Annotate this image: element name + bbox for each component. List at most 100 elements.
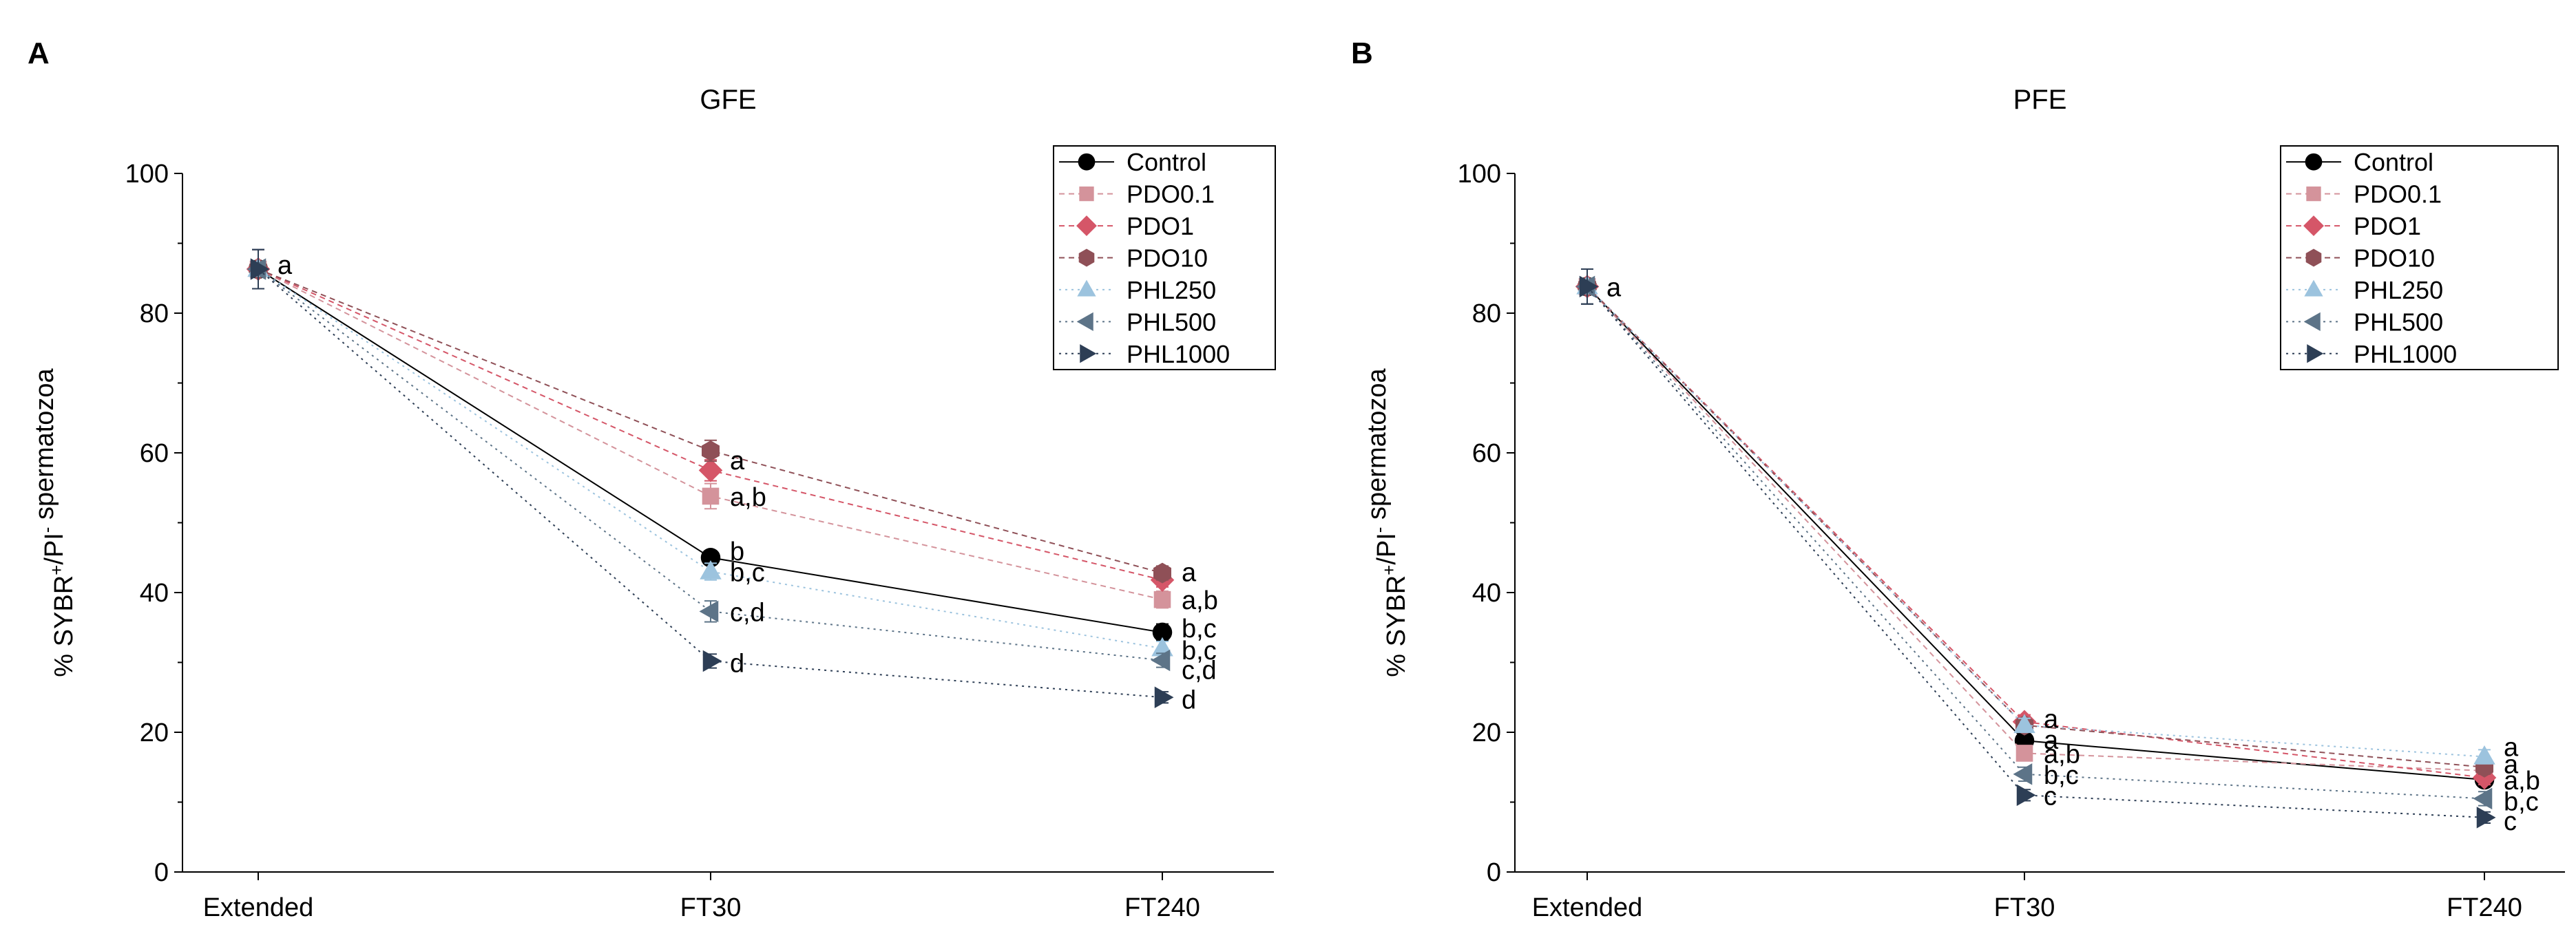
- x-tick-label-b-extended: Extended: [1532, 893, 1643, 922]
- chart-title-b: PFE: [2013, 85, 2067, 115]
- series-a-pdo1: [246, 248, 1175, 592]
- x-tick-label-b-ft240: FT240: [2447, 893, 2522, 922]
- legend-marker-a-pdo1: [1076, 215, 1097, 237]
- annotation-b-0: a: [1606, 273, 1622, 302]
- y-axis-label-b: % SYBR+/PI- spermatozoa: [1363, 368, 1411, 677]
- legend-marker-a-control: [1078, 153, 1096, 171]
- y-label-part-ylabel-main-a: % SYBR: [50, 575, 78, 677]
- data-point-b-phl1000-1: [2016, 784, 2036, 807]
- data-point-b-phl1000-0: [1579, 275, 1599, 298]
- legend-label-a-pdo0-1: PDO0.1: [1127, 180, 1215, 209]
- legend-label-b-phl1000: PHL1000: [2354, 340, 2457, 368]
- y-label-part-ylabel-sup2-a: -: [36, 527, 57, 533]
- legend-marker-b-phl250: [2304, 279, 2323, 297]
- annotation-a-3: b: [730, 538, 744, 566]
- data-point-a-phl500-1: [699, 600, 719, 623]
- y-tick-label-b-80: 80: [1472, 299, 1501, 328]
- y-label-part-ylabel-tail-b: spermatozoa: [1363, 368, 1392, 526]
- legend-label-b-control: Control: [2354, 148, 2433, 176]
- legend-marker-a-pdo10: [1078, 248, 1095, 267]
- annotation-b-8: a,b: [2504, 767, 2540, 796]
- legend-marker-b-phl500: [2303, 312, 2321, 332]
- annotation-b-4: b,c: [2044, 761, 2079, 790]
- legend-marker-b-control: [2305, 153, 2323, 171]
- data-point-a-phl1000-2: [1154, 686, 1174, 708]
- data-point-a-phl1000-0: [250, 258, 270, 280]
- annotation-a-1: a: [730, 447, 745, 476]
- annotation-a-4: b,c: [730, 559, 765, 588]
- y-tick-label-b-100: 100: [1458, 160, 1501, 189]
- legend-a: Control PDO0.1 PDO1 PDO10 PHL250 PHL500 PHL100…: [1053, 145, 1276, 370]
- data-point-a-phl250-1: [700, 560, 722, 579]
- y-label-part-ylabel-mid-a: /PI: [40, 533, 69, 564]
- annotation-a-11: c,d: [1182, 657, 1217, 685]
- data-point-b-phl500-2: [2473, 787, 2493, 810]
- y-tick-label-a-40: 40: [140, 579, 169, 608]
- legend-marker-b-pdo0-1: [2306, 186, 2321, 202]
- y-tick-label-b-60: 60: [1472, 439, 1501, 468]
- annotation-a-2: a,b: [730, 483, 766, 512]
- y-tick-label-b-40: 40: [1472, 579, 1501, 608]
- x-tick-label-a-ft30: FT30: [680, 893, 742, 922]
- y-tick-label-a-20: 20: [140, 719, 169, 747]
- y-tick-label-a-80: 80: [140, 299, 169, 328]
- y-label-part-ylabel-tail-a: spermatozoa: [30, 368, 59, 526]
- data-point-b-phl250-2: [2473, 745, 2495, 765]
- legend-label-b-pdo10: PDO10: [2354, 244, 2435, 273]
- annotation-b-1: a: [2044, 705, 2059, 734]
- series-a-phl1000: [250, 248, 1174, 708]
- series-line-b-phl500: [1587, 286, 2485, 800]
- annotation-a-7: a: [1182, 559, 1197, 588]
- series-line-a-phl1000: [258, 268, 1163, 699]
- y-label-part-ylabel-sup2-b: -: [1369, 527, 1390, 533]
- y-label-part-ylabel-main-b: % SYBR: [1382, 575, 1411, 677]
- chart-title-a: GFE: [700, 85, 756, 115]
- data-point-a-pdo10-1: [702, 440, 720, 461]
- annotation-a-10: b,c: [1182, 637, 1217, 666]
- legend-marker-b-pdo1: [2303, 215, 2324, 237]
- data-point-b-phl1000-2: [2476, 807, 2496, 829]
- series-line-b-phl250: [1587, 286, 2485, 758]
- annotation-b-9: b,c: [2504, 787, 2539, 816]
- data-point-a-pdo0-1-2: [1153, 590, 1171, 608]
- annotation-b-6: a: [2504, 733, 2519, 762]
- y-tick-label-a-100: 100: [125, 160, 169, 189]
- annotation-a-0: a: [278, 251, 293, 280]
- legend-marker-a-phl250: [1077, 279, 1096, 297]
- data-point-a-pdo0-1-1: [702, 487, 720, 505]
- series-line-a-phl250: [258, 268, 1163, 650]
- legend-marker-a-pdo0-1: [1079, 186, 1094, 202]
- data-point-b-phl250-1: [2013, 714, 2035, 734]
- legend-marker-b-pdo10: [2305, 248, 2322, 267]
- data-point-b-pdo0-1-1: [2015, 745, 2033, 762]
- annotation-a-12: d: [1182, 685, 1196, 714]
- legend-label-a-pdo10: PDO10: [1127, 244, 1208, 273]
- legend-label-b-phl500: PHL500: [2354, 308, 2443, 336]
- annotation-a-9: b,c: [1182, 615, 1217, 643]
- legend-marker-a-phl1000: [1080, 344, 1097, 363]
- panel-label-a: A: [28, 36, 50, 70]
- y-label-part-ylabel-sup1-a: +: [46, 565, 67, 575]
- panel-a: A GFE 0 20 40 60 80 100 Extended FT30 FT240 % SYBR+…: [28, 36, 1276, 922]
- legend-label-b-pdo1: PDO1: [2354, 212, 2421, 240]
- series-line-a-pdo1: [258, 268, 1163, 581]
- data-point-a-phl500-2: [1151, 649, 1171, 672]
- annotation-b-10: c: [2504, 807, 2517, 836]
- legend-label-a-control: Control: [1127, 148, 1206, 176]
- legend-label-a-pdo1: PDO1: [1127, 212, 1194, 240]
- legend-marker-b-phl1000: [2307, 344, 2324, 363]
- annotation-a-8: a,b: [1182, 586, 1218, 615]
- legend-label-b-pdo0-1: PDO0.1: [2354, 180, 2442, 209]
- annotation-b-3: a,b: [2044, 740, 2080, 769]
- annotation-b-5: c: [2044, 782, 2057, 811]
- y-label-part-ylabel-sup1-b: +: [1379, 565, 1399, 575]
- y-axis-label-a: % SYBR+/PI- spermatozoa: [30, 368, 78, 677]
- data-point-a-pdo1-1: [698, 458, 723, 482]
- annotation-a-6: d: [730, 650, 744, 679]
- legend-label-a-phl500: PHL500: [1127, 308, 1216, 336]
- legend-label-a-phl1000: PHL1000: [1127, 340, 1230, 368]
- data-point-a-control-2: [1152, 622, 1173, 643]
- annotation-b-7: a: [2504, 751, 2519, 780]
